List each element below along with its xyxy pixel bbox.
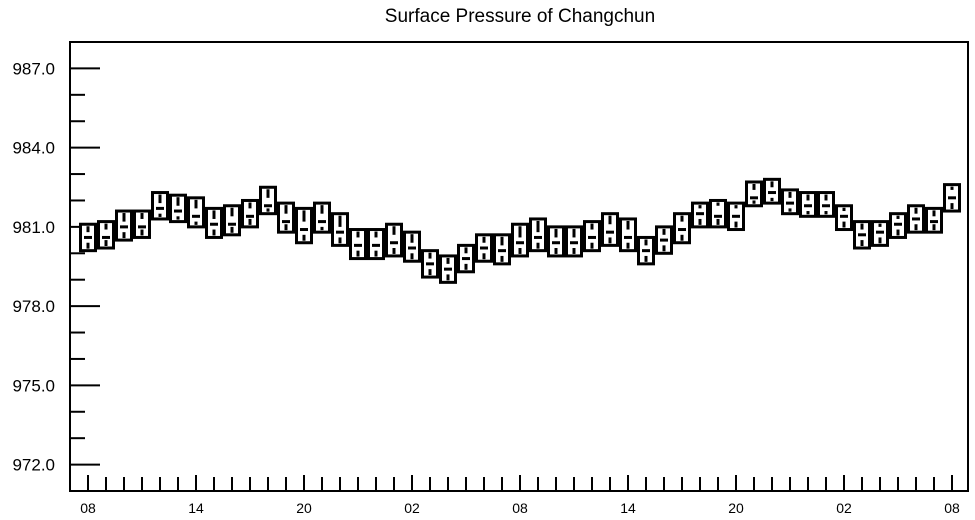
y-tick-label: 972.0 [12, 456, 55, 475]
box-item [511, 222, 529, 258]
box-item [367, 228, 385, 261]
box-item [781, 188, 799, 216]
x-tick-label: 02 [404, 500, 420, 516]
box-item [313, 201, 331, 234]
x-tick-label: 08 [944, 500, 960, 516]
y-axis: 972.0 975.0 978.0 981.0 984.0 987.0 [12, 41, 100, 492]
box-item [277, 201, 295, 234]
box-item [475, 233, 493, 263]
box-series [79, 177, 961, 284]
box-item [673, 212, 691, 245]
x-axis: 08 14 20 02 08 14 20 02 08 [80, 475, 960, 516]
box-item [889, 212, 907, 239]
y-tick-label: 978.0 [12, 297, 55, 316]
box-range [331, 212, 349, 247]
box-range [619, 217, 637, 253]
box-item [637, 235, 655, 266]
x-tick-label: 08 [80, 500, 96, 516]
box-range [313, 201, 331, 234]
box-range [169, 193, 187, 224]
box-item [493, 233, 511, 266]
x-tick-label: 20 [296, 500, 312, 516]
box-item [457, 243, 475, 274]
box-item [79, 222, 97, 253]
y-tick-label: 975.0 [12, 376, 55, 395]
box-item [583, 220, 601, 253]
box-item [547, 225, 565, 258]
box-item [151, 191, 169, 221]
box-item [691, 201, 709, 229]
y-tick-label: 984.0 [12, 139, 55, 158]
box-item [295, 206, 313, 245]
box-item [655, 225, 673, 255]
box-range [709, 198, 727, 229]
box-item [835, 204, 853, 232]
box-range [529, 217, 547, 253]
box-item [529, 217, 547, 253]
box-item [187, 196, 205, 229]
box-item [799, 191, 817, 218]
box-item [709, 198, 727, 229]
x-tick-label: 14 [620, 500, 636, 516]
x-tick-label: 08 [512, 500, 528, 516]
box-range [601, 212, 619, 247]
box-item [223, 204, 241, 237]
box-range [241, 198, 259, 229]
box-item [259, 185, 277, 216]
box-item [97, 220, 115, 250]
box-item [241, 198, 259, 229]
box-item [871, 220, 889, 247]
box-item [619, 217, 637, 253]
box-item [817, 191, 835, 218]
box-range [223, 204, 241, 237]
x-tick-label: 02 [836, 500, 852, 516]
chart-title: Surface Pressure of Changchun [385, 6, 655, 27]
box-item [853, 220, 871, 250]
box-range [745, 180, 763, 208]
box-item [205, 206, 223, 239]
box-item [907, 204, 925, 234]
box-item [403, 230, 421, 263]
box-item [169, 193, 187, 224]
box-range [187, 196, 205, 229]
box-item [763, 177, 781, 205]
y-tick-label: 987.0 [12, 59, 55, 78]
box-item [727, 201, 745, 232]
x-tick-label: 20 [728, 500, 744, 516]
box-range [277, 201, 295, 234]
box-range [133, 209, 151, 239]
box-item [745, 180, 763, 208]
box-item [925, 206, 943, 234]
plot-frame [69, 41, 969, 492]
box-item [349, 228, 367, 261]
box-range [511, 222, 529, 258]
box-item [439, 254, 457, 284]
x-tick-label: 14 [188, 500, 204, 516]
box-item [943, 183, 961, 213]
box-item [331, 212, 349, 247]
box-item [565, 225, 583, 258]
box-range [295, 206, 313, 245]
y-tick-label: 981.0 [12, 218, 55, 237]
box-item [385, 222, 403, 258]
box-range [97, 220, 115, 250]
box-item [601, 212, 619, 247]
box-item [421, 249, 439, 279]
box-range [385, 222, 403, 258]
box-item [115, 209, 133, 242]
box-item [133, 209, 151, 239]
box-range [151, 191, 169, 221]
